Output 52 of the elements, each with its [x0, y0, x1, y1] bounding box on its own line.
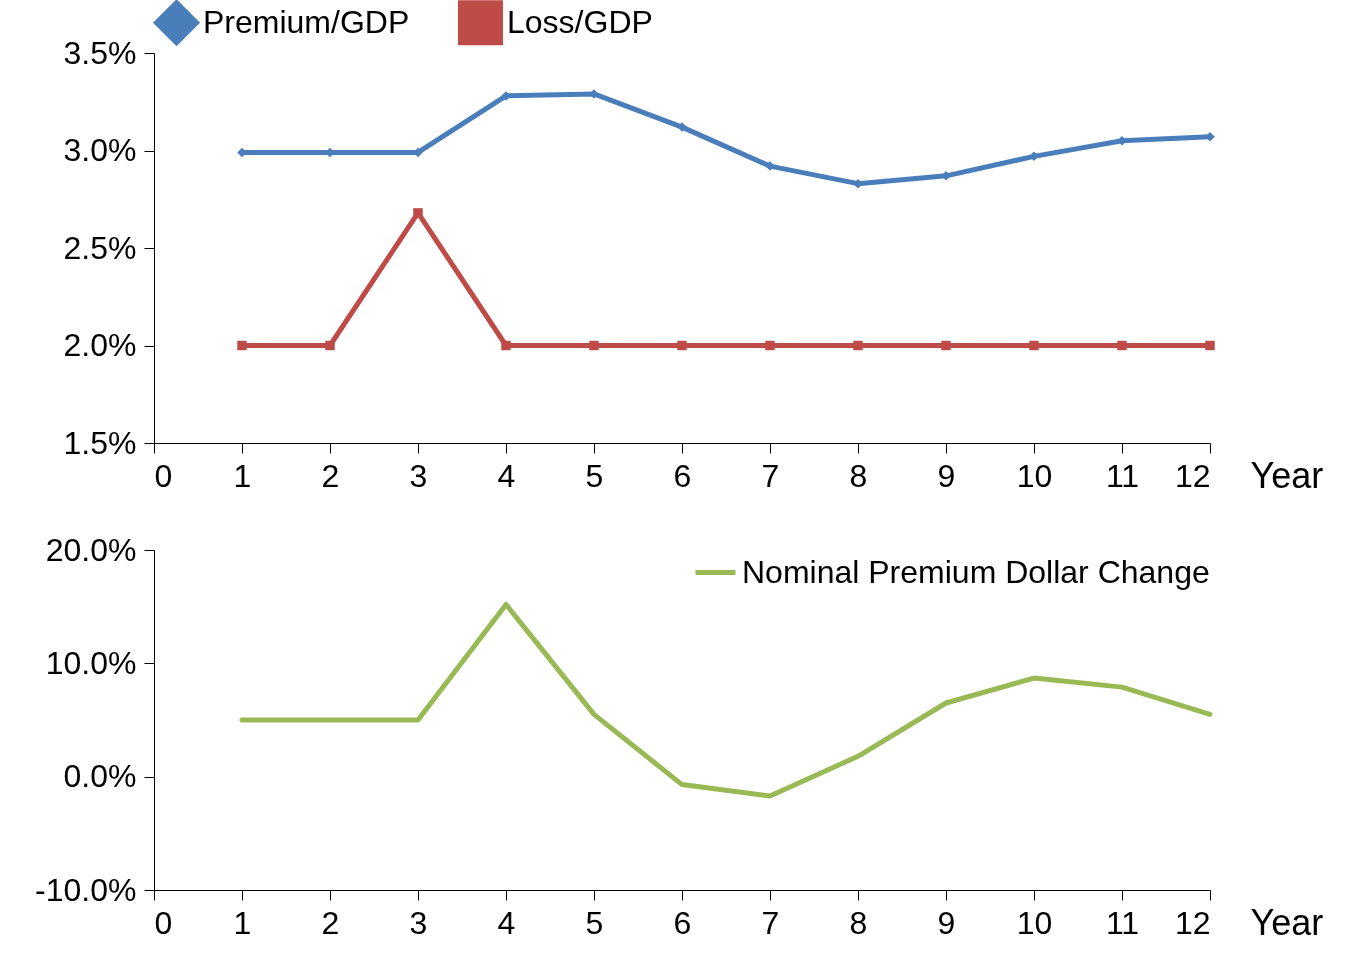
y-tick-label: 3.0% [63, 132, 137, 168]
legend-label: Nominal Premium Dollar Change [742, 553, 1210, 590]
x-tick-label: 8 [849, 904, 868, 941]
point [325, 340, 335, 351]
x-tick-label: 6 [673, 904, 692, 941]
x-tick-label: 12 [1174, 904, 1211, 941]
x-tick-label: 0 [154, 904, 173, 941]
point [1117, 340, 1127, 351]
y-tick-label: 10.0% [45, 644, 137, 681]
x-tick-label: 10 [1016, 457, 1053, 494]
point [765, 340, 775, 351]
point [941, 340, 951, 351]
point [501, 340, 511, 351]
x-tick-label: 0 [154, 457, 173, 494]
point [853, 340, 863, 351]
x-tick-label: 7 [761, 457, 780, 494]
x-tick-label: 9 [937, 457, 956, 494]
x-tick-label: 6 [673, 457, 692, 494]
y-tick-label: 0.0% [63, 758, 137, 795]
x-tick-label: 1 [233, 457, 252, 494]
x-tick-label: 5 [585, 904, 604, 941]
point [589, 340, 599, 351]
legend-label: Loss/GDP [507, 3, 653, 40]
x-tick-label: 1 [233, 904, 252, 941]
point [1029, 340, 1039, 351]
x-tick-label: 4 [497, 904, 516, 941]
x-tick-label: 4 [497, 457, 516, 494]
y-tick-label: 1.5% [63, 424, 137, 461]
x-tick-label: 8 [849, 457, 868, 494]
y-tick-label: 2.5% [63, 229, 137, 266]
x-axis-title: Year [1250, 454, 1324, 496]
x-tick-label: 2 [321, 904, 340, 941]
y-tick-label: 2.0% [63, 327, 137, 363]
x-tick-label: 3 [409, 904, 428, 941]
point [413, 208, 423, 218]
point [677, 340, 687, 351]
x-tick-label: 3 [409, 457, 428, 494]
point [237, 340, 247, 351]
x-tick-label: 9 [937, 904, 956, 941]
x-tick-label: 7 [761, 904, 780, 941]
x-axis-title: Year [1250, 901, 1324, 943]
x-tick-label: 10 [1016, 904, 1053, 941]
x-tick-label: 12 [1174, 457, 1211, 494]
y-tick-label: -10.0% [35, 871, 137, 908]
y-tick-label: 3.5% [63, 34, 137, 71]
x-tick-label: 11 [1105, 457, 1140, 494]
y-tick-label: 20.0% [45, 531, 137, 568]
legend-label: Premium/GDP [203, 3, 410, 40]
x-tick-label: 2 [321, 457, 340, 494]
point [1205, 340, 1215, 351]
x-tick-label: 5 [585, 457, 604, 494]
x-tick-label: 11 [1105, 904, 1140, 941]
